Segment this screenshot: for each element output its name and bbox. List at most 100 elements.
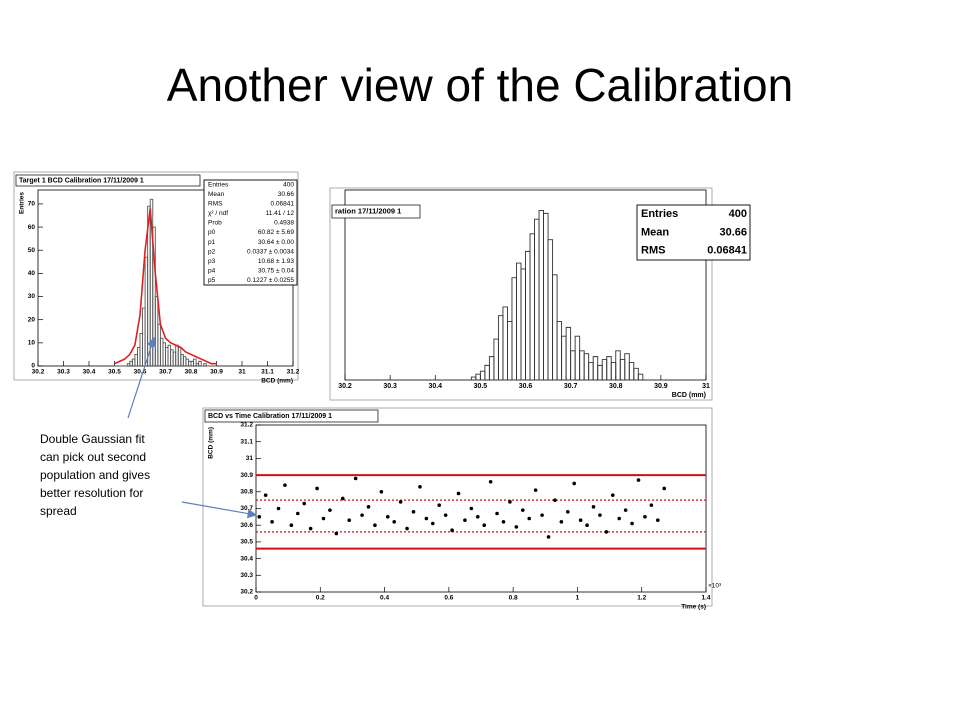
plot-title-box	[15, 174, 201, 187]
data-point	[257, 515, 262, 519]
data-point	[501, 520, 506, 524]
arrow	[127, 336, 156, 419]
y-tick-label: 30.5	[240, 539, 253, 546]
stats-value: 0.06841	[707, 245, 747, 257]
data-point	[418, 484, 422, 489]
data-point	[630, 521, 634, 526]
x-tick-label: 30.2	[32, 369, 45, 376]
data-point	[366, 505, 371, 509]
data-point	[347, 518, 352, 522]
plot-title: ration 17/11/2009 1	[335, 206, 401, 215]
x-tick-label: 30.3	[383, 383, 397, 390]
slide-title: Another view of the Calibration	[166, 59, 794, 111]
data-point	[508, 500, 512, 504]
annotation-line: can pick out second	[40, 450, 147, 464]
plot-title: BCD vs Time Calibration 17/11/2009 1	[208, 413, 332, 420]
fit-curve	[114, 208, 217, 365]
x-tick-label: 31.1	[261, 369, 274, 376]
histogram-bin	[193, 358, 197, 366]
stats-value: 11.41 / 12	[266, 210, 295, 217]
data-point	[379, 490, 384, 494]
x-tick-label: 0.6	[444, 595, 453, 602]
stats-label: Mean	[208, 191, 225, 198]
stats-value: 400	[283, 181, 294, 188]
data-point	[463, 518, 467, 522]
stats-value: 30.64 ± 0.00	[258, 239, 294, 246]
y-tick-label: 30.4	[240, 555, 253, 562]
x-tick-label: 1.4	[701, 595, 710, 602]
y-tick-label: 30.2	[240, 589, 253, 596]
stats-label: RMS	[208, 201, 223, 208]
stats-value: 0.06841	[271, 201, 295, 208]
annotation: Double Gaussian fit can pick out second po…	[40, 430, 190, 520]
data-point	[360, 513, 364, 517]
data-point	[270, 520, 274, 524]
data-point	[443, 513, 448, 517]
annotation-line: Double Gaussian fit	[40, 432, 145, 446]
data-point	[450, 528, 454, 533]
x-tick-label: 30.2	[338, 383, 352, 390]
panel	[202, 407, 713, 607]
y-tick-label: 10	[28, 340, 36, 347]
annotation-line: spread	[40, 504, 77, 518]
data-point	[315, 486, 319, 491]
stats-value: 30.66	[278, 191, 295, 198]
x-tick-label: 0.8	[509, 595, 518, 602]
data-point	[456, 491, 461, 496]
x-tick-label: 31	[702, 383, 710, 390]
y-axis-label: BCD (mm)	[208, 427, 215, 459]
data-point	[308, 526, 313, 531]
stats-label: Mean	[641, 226, 669, 238]
stats-value: 30.66	[719, 226, 747, 238]
data-point	[405, 526, 409, 531]
stats-value: 0.0337 ± 0.0034	[247, 248, 294, 255]
stats-label: p5	[208, 277, 216, 284]
stats-label: Entries	[208, 181, 229, 188]
histogram-bin	[203, 363, 207, 366]
data-point	[604, 530, 609, 534]
x-tick-label: 30.4	[428, 383, 442, 390]
stats-label: p4	[208, 267, 216, 274]
data-point	[514, 525, 519, 529]
x-tick-label: 31.2	[287, 369, 300, 376]
data-point	[598, 513, 602, 517]
data-point	[373, 523, 377, 527]
data-point	[553, 498, 557, 502]
x-tick-label: 30.9	[654, 383, 668, 390]
x-tick-label: 30.5	[474, 383, 488, 390]
stats-label: p2	[208, 248, 216, 255]
data-point	[295, 511, 300, 516]
data-point	[424, 516, 429, 521]
plot-title: Target 1 BCD Calibration 17/11/2009 1	[19, 177, 144, 184]
data-point	[334, 531, 339, 536]
stats-label: p3	[208, 258, 216, 265]
x-tick-label: 30.6	[134, 369, 147, 376]
data-point	[488, 479, 493, 484]
data-point	[546, 535, 551, 539]
x-tick-label: 30.3	[57, 369, 70, 376]
stats-label: χ² / ndf	[208, 210, 228, 217]
x-tick-label: 0.4	[380, 595, 389, 602]
histogram-bin	[637, 373, 644, 380]
data-point	[559, 520, 564, 524]
data-point	[340, 496, 345, 501]
y-axis-label: Entries	[19, 192, 26, 214]
data-point	[385, 515, 390, 519]
y-tick-label: 30.7	[240, 505, 253, 512]
data-point	[283, 483, 287, 487]
x-tick-label: 30.4	[83, 369, 96, 376]
y-tick-label: 30.6	[240, 522, 253, 529]
y-tick-label: 30.3	[240, 572, 253, 579]
data-point	[623, 508, 628, 512]
data-point	[655, 518, 660, 522]
annotation-line: better resolution for	[40, 486, 144, 500]
y-tick-label: 31	[246, 455, 254, 462]
stats-value: 0.1227 ± 0.0255	[247, 277, 294, 284]
data-point	[430, 521, 435, 526]
data-point	[591, 505, 596, 509]
data-point	[533, 488, 538, 492]
y-tick-label: 0	[31, 363, 35, 370]
x-axis-label: BCD (mm)	[672, 392, 706, 399]
